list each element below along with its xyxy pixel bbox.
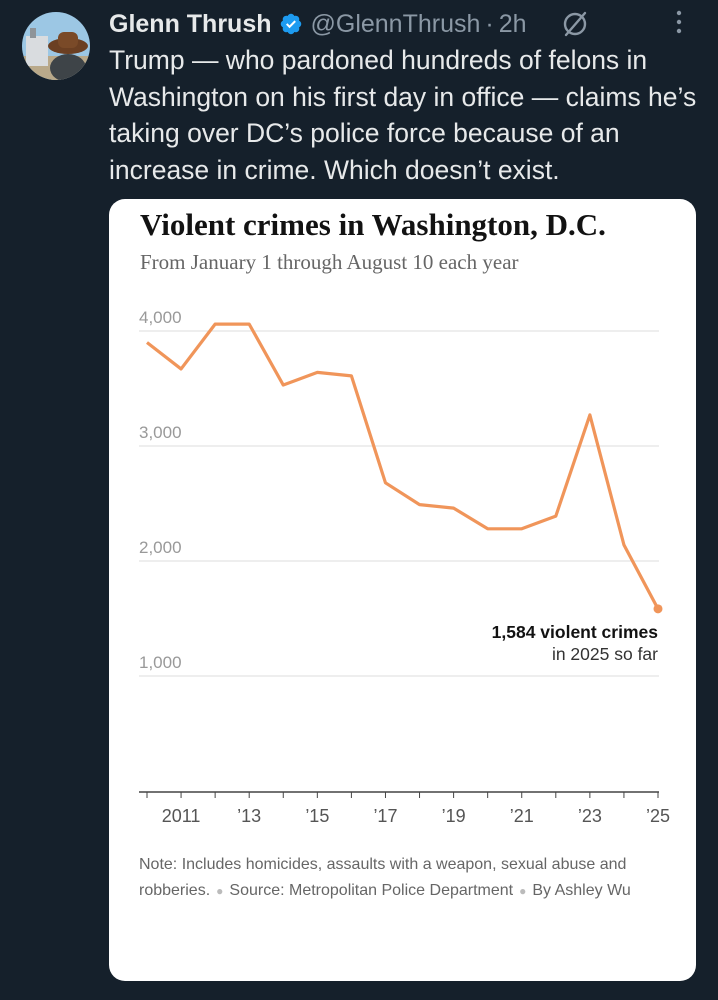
chart-subtitle: From January 1 through August 10 each ye… [140, 250, 519, 274]
annotation-sublabel: in 2025 so far [552, 644, 658, 664]
more-options-icon[interactable] [674, 6, 684, 36]
x-tick-label: ’23 [578, 806, 602, 826]
source-text: Source: Metropolitan Police Department [229, 882, 514, 899]
y-tick-label: 1,000 [139, 653, 182, 672]
tweet-text: Trump — who pardoned hundreds of felons … [109, 45, 697, 185]
avatar-image [22, 12, 90, 80]
separator: · [485, 9, 494, 38]
tweet-header: Glenn Thrush @GlennThrush · 2h [109, 6, 698, 42]
line-chart: 4,000 3,000 2,000 1,000 2011 ’13 ’15 ’17 ’19 ’21 ’… [139, 308, 670, 826]
verified-badge-icon [279, 12, 303, 36]
author-handle[interactable]: @GlennThrush [310, 9, 481, 38]
chart-card[interactable]: Violent crimes in Washington, D.C. From … [109, 199, 696, 981]
x-tick-label: ’19 [442, 806, 466, 826]
timestamp[interactable]: 2h [498, 9, 527, 38]
y-tick-label: 3,000 [139, 423, 182, 442]
chart-note: Note: Includes homicides, assaults with … [139, 852, 669, 904]
byline-text: By Ashley Wu [532, 882, 631, 899]
x-tick-label: ’17 [373, 806, 397, 826]
end-point [653, 604, 663, 614]
separator-dot: ● [216, 884, 224, 898]
author-name[interactable]: Glenn Thrush [109, 9, 272, 38]
chart-title: Violent crimes in Washington, D.C. [140, 207, 606, 242]
avatar[interactable] [22, 12, 90, 80]
grok-icon[interactable] [561, 10, 589, 38]
x-tick-label: ’25 [646, 806, 670, 826]
x-tick-label: 2011 [162, 806, 201, 826]
note-text: Note: Includes homicides, assaults with … [139, 856, 627, 899]
y-tick-label: 4,000 [139, 308, 182, 327]
y-tick-label: 2,000 [139, 538, 182, 557]
x-tick-label: ’15 [305, 806, 329, 826]
separator-dot: ● [519, 884, 527, 898]
x-tick-label: ’21 [510, 806, 534, 826]
annotation-label: 1,584 violent crimes [492, 622, 659, 642]
x-tick-label: ’13 [237, 806, 261, 826]
series-line [146, 322, 660, 610]
